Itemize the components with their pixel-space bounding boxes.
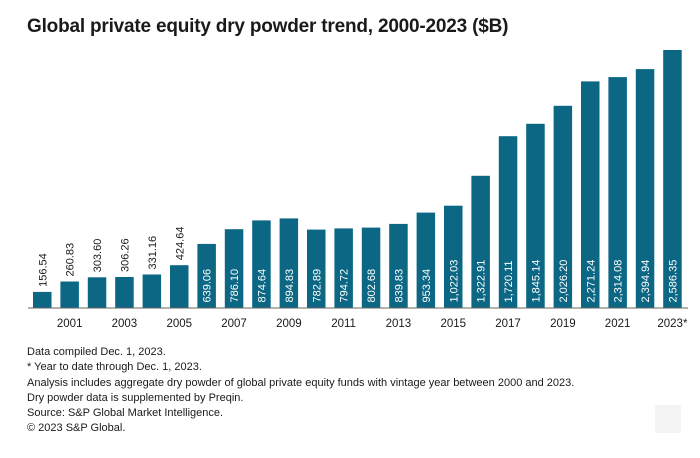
bar-2023*: [663, 50, 682, 308]
footnote: Analysis includes aggregate dry powder o…: [27, 376, 575, 389]
data-label-2000: 156.54: [37, 253, 49, 287]
data-label-2013: 839.83: [393, 269, 405, 303]
x-tick-label-2015: 2015: [441, 318, 467, 330]
x-tick-labels-group: 2001 2003 2005 2007 2009 2011 2013 2015 2017 2019…: [57, 318, 688, 330]
data-label-2017: 1,720.11: [503, 260, 515, 302]
bar-2001: [60, 281, 79, 308]
bar-2007: [224, 229, 244, 308]
bar-2008: [252, 220, 271, 308]
data-label-2018: 1,845.14: [531, 260, 543, 303]
bar-chart: 156.54 260.83 303.60 306.26 331.16 424.64 639.…: [28, 50, 688, 330]
data-label-2011: 794.72: [339, 269, 351, 303]
bar-2005: [170, 265, 189, 308]
data-label-2007: 786.10: [229, 269, 241, 303]
footnote: * Year to date through Dec. 1, 2023.: [27, 361, 202, 374]
footnote: Dry powder data is supplemented by Preqi…: [27, 391, 244, 404]
bar-2022: [635, 69, 655, 308]
watermark-box: [655, 405, 681, 433]
data-label-2016: 1,322.91: [476, 260, 488, 303]
data-label-2010: 782.89: [311, 269, 323, 303]
bar-2000: [33, 291, 52, 308]
bar-2021: [608, 77, 627, 308]
x-tick-label-2005: 2005: [167, 318, 193, 330]
bar-2012: [361, 227, 381, 308]
data-label-2006: 639.06: [202, 269, 214, 303]
bar-2015: [444, 205, 463, 308]
data-label-2019: 2,026.20: [558, 260, 570, 303]
x-tick-label-2003: 2003: [112, 318, 138, 330]
data-label-2003: 306.26: [119, 238, 131, 272]
x-tick-label-2013: 2013: [386, 318, 412, 330]
bar-2010: [307, 229, 326, 308]
footnotes: Data compiled Dec. 1, 2023. * Year to da…: [27, 345, 574, 437]
bar-2011: [334, 228, 353, 308]
bar-2002: [87, 277, 107, 308]
data-label-2002: 303.60: [92, 239, 104, 273]
bar-2013: [389, 223, 408, 308]
footnote: Data compiled Dec. 1, 2023.: [27, 346, 166, 358]
x-tick-label-2007: 2007: [221, 318, 247, 330]
bar-2014: [416, 212, 436, 308]
footnote: Source: S&P Global Market Intelligence.: [27, 407, 224, 420]
data-label-2009: 894.83: [284, 269, 296, 303]
data-labels-group: 156.54 260.83 303.60 306.26 331.16 424.64 639.…: [37, 227, 679, 303]
x-tick-label-2017: 2017: [495, 318, 521, 330]
data-label-2021: 2,314.08: [613, 260, 625, 303]
bar-2019: [553, 105, 573, 308]
data-label-2014: 953.34: [421, 269, 433, 303]
x-tick-label-2001: 2001: [57, 318, 83, 330]
x-tick-label-2011: 2011: [331, 318, 356, 330]
x-tick-label-2019: 2019: [550, 318, 576, 330]
data-label-2008: 874.64: [256, 269, 268, 303]
data-label-2020: 2,271.24: [585, 260, 597, 303]
chart-title: Global private equity dry powder trend, …: [27, 16, 509, 37]
bar-2006: [197, 243, 216, 308]
x-tick-label-2021: 2021: [605, 318, 631, 330]
bar-2020: [581, 81, 600, 308]
data-label-2004: 331.16: [147, 236, 159, 270]
x-tick-label-2009: 2009: [276, 318, 302, 330]
data-label-2015: 1,022.03: [448, 260, 460, 303]
data-label-2001: 260.83: [65, 243, 77, 277]
data-label-2005: 424.64: [174, 227, 186, 261]
footnote: © 2023 S&P Global.: [27, 422, 126, 435]
bar-2018: [526, 123, 545, 308]
bars-group: [33, 50, 682, 308]
data-label-2023*: 2,586.35: [667, 260, 679, 303]
bar-2003: [115, 277, 134, 308]
x-tick-label-2023*: 2023*: [657, 318, 688, 330]
data-label-2012: 802.68: [366, 269, 378, 303]
bar-2004: [142, 274, 162, 308]
bar-2009: [279, 218, 299, 308]
data-label-2022: 2,394.94: [640, 260, 652, 303]
bar-2017: [498, 136, 518, 308]
bar-2016: [471, 175, 490, 308]
